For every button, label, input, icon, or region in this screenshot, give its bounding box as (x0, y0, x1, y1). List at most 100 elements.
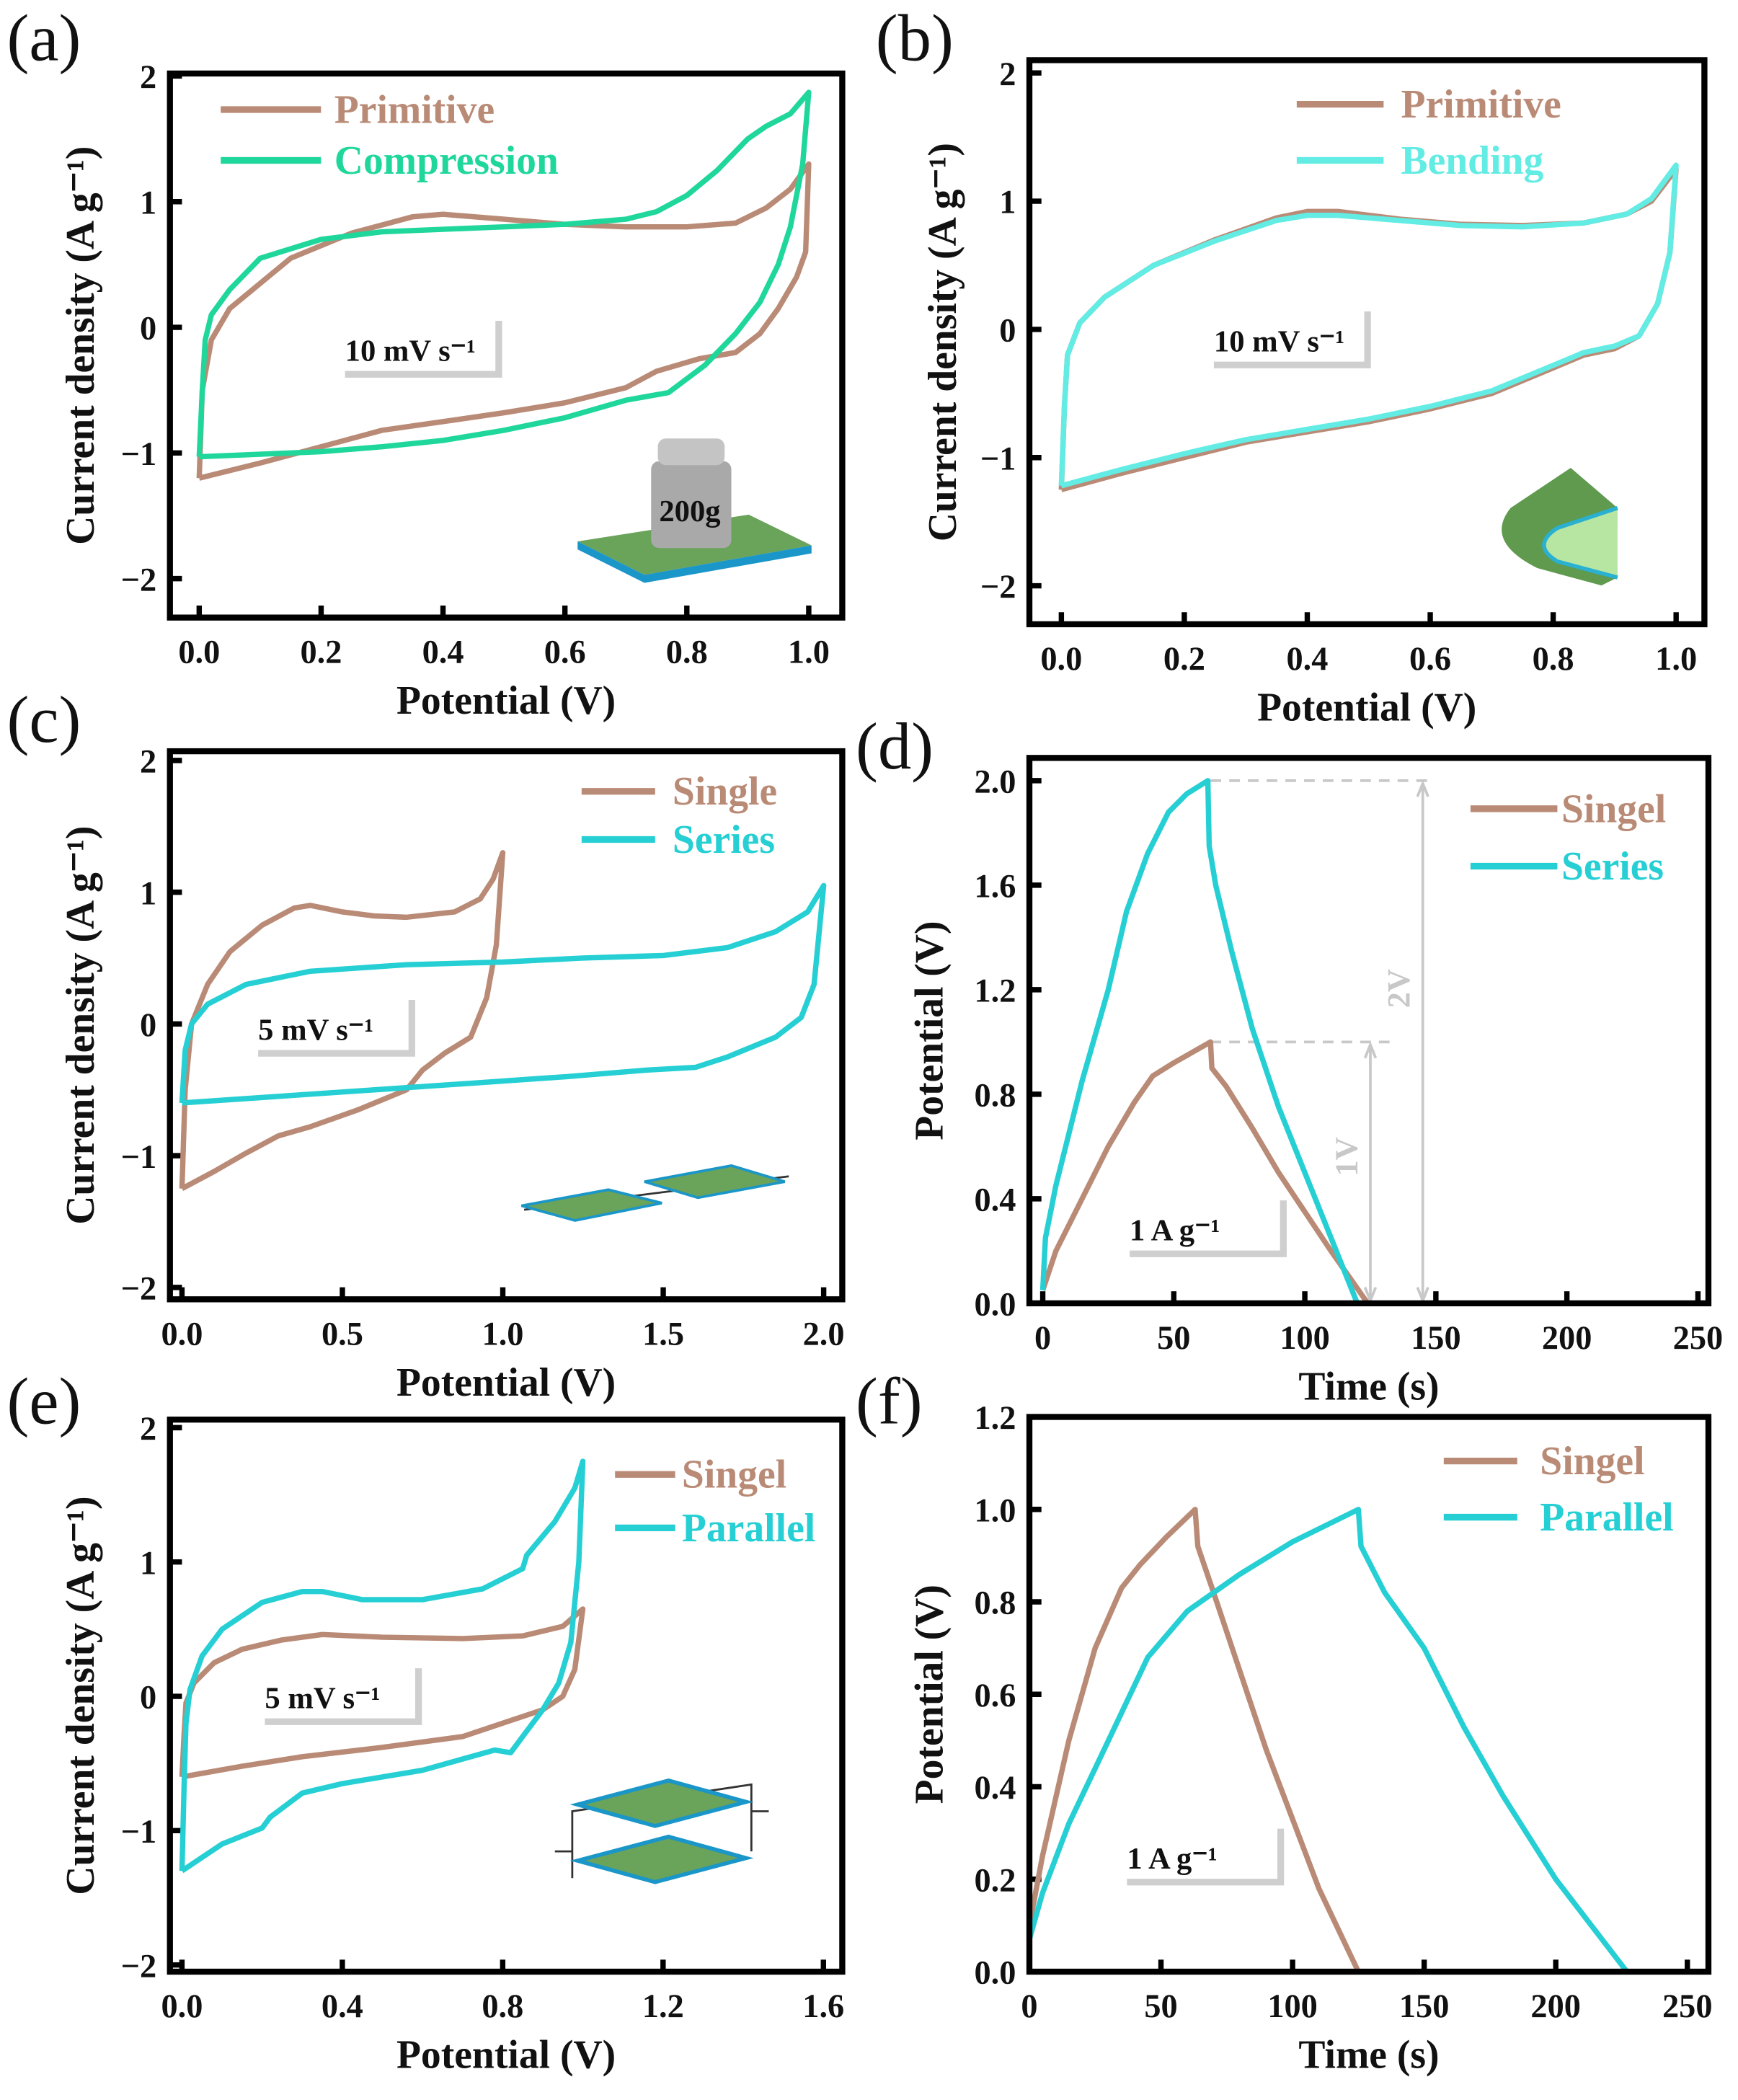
x-tick-label: 1.0 (788, 634, 830, 671)
voltage-label: 1V (1328, 1137, 1364, 1176)
x-tick-label: 50 (1144, 1988, 1177, 2025)
y-axis-title: Current density (A g⁻¹) (921, 143, 965, 541)
annotation-shadow (345, 321, 502, 378)
x-tick-label: 0.6 (544, 634, 586, 671)
panel-label: (c) (7, 683, 81, 757)
legend-label: Singel (1561, 787, 1666, 831)
x-tick-label: 150 (1399, 1988, 1450, 2025)
y-axis-title: Current density (A g⁻¹) (58, 146, 103, 545)
y-tick-label: 2 (999, 56, 1016, 93)
x-tick-label: 0.5 (322, 1316, 363, 1352)
x-tick-label: 50 (1157, 1320, 1190, 1357)
x-tick-label: 0.0 (161, 1988, 203, 2025)
weight-label: 200g (659, 495, 720, 528)
y-tick-label: 2 (140, 744, 156, 781)
x-tick-label: 0 (1021, 1988, 1037, 2025)
series-line-parallel (1029, 1507, 1629, 1972)
y-tick-label: 1.6 (975, 869, 1016, 905)
legend-label: Primitive (1401, 82, 1561, 127)
y-tick-label: 2.0 (975, 764, 1016, 801)
legend-label: Compression (334, 138, 559, 183)
device-bottom (569, 1834, 754, 1884)
plot-frame (167, 1417, 846, 1975)
panel-f: (f) 0 50 100 150 200 250 0.0 0.2 0.4 0.6 0.8 1.0 1.2 T… (856, 1365, 1713, 2078)
legend-label: Bending (1401, 138, 1543, 183)
bent-sheet-inner (1542, 505, 1618, 580)
annotation-shadow (258, 999, 415, 1057)
x-tick-label: 0.4 (1287, 641, 1329, 678)
y-tick-label: 1.0 (975, 1492, 1016, 1529)
x-tick-label: 0.4 (322, 1988, 363, 2025)
y-tick-label: 0.2 (975, 1862, 1016, 1899)
x-tick-label: 1.2 (642, 1988, 684, 2025)
x-tick-label: 0.2 (300, 634, 342, 671)
x-tick-label: 200 (1530, 1988, 1581, 2025)
legend-label: Parallel (1540, 1495, 1673, 1540)
x-tick-label: 250 (1673, 1320, 1724, 1357)
legend-label: Parallel (682, 1506, 815, 1551)
y-tick-label: 0.4 (975, 1770, 1016, 1807)
x-axis-title: Time (s) (1298, 1364, 1439, 1409)
y-tick-label: 1 (140, 185, 156, 221)
panel-b: (b) 0.0 0.2 0.4 0.6 0.8 1.0 −2 −1 0 1 2 Potential (V… (876, 1, 1708, 730)
x-tick-label: 0 (1034, 1320, 1051, 1357)
y-tick-label: −2 (121, 1271, 157, 1308)
x-tick-label: 200 (1542, 1320, 1592, 1357)
y-tick-label: 0 (999, 313, 1016, 350)
series-line-bending (1058, 162, 1679, 489)
device-top (569, 1778, 754, 1828)
legend-label: Series (1561, 844, 1664, 889)
x-tick-label: 0.0 (1040, 641, 1082, 678)
y-tick-label: −1 (121, 1814, 157, 1851)
series-line-series (1039, 778, 1360, 1303)
y-tick-label: 0.8 (975, 1585, 1016, 1622)
legend-label: Singel (1540, 1439, 1644, 1484)
y-tick-label: −1 (980, 440, 1016, 477)
y-axis-title: Potential (V) (907, 921, 952, 1140)
device-edge (577, 541, 812, 583)
legend-label: Series (673, 818, 775, 862)
panel-d: (d) 0 50 100 150 200 250 0.0 0.4 0.8 1.2 1.6 2.0 Time… (856, 709, 1723, 1409)
panel-label: (d) (856, 709, 934, 784)
y-tick-label: −1 (121, 436, 157, 473)
y-tick-label: 1 (999, 185, 1016, 221)
annotation-shadow (1130, 1200, 1287, 1257)
y-axis-title: Current density (A g⁻¹) (58, 1496, 103, 1895)
x-tick-label: 0.8 (482, 1988, 523, 2025)
weight-inset-icon: 200g (577, 438, 812, 583)
panel-label: (e) (7, 1365, 81, 1439)
scan-rate-label: 10 mV s⁻¹ (345, 335, 476, 368)
legend-label: Singel (682, 1453, 786, 1497)
panel-a: (a) 0.0 0.2 0.4 0.6 0.8 1.0 −2 −1 0 1 2 Potential (V… (7, 1, 846, 723)
legend-label: Primitive (334, 88, 495, 133)
legend-label: Single (673, 769, 777, 814)
y-tick-label: 0 (140, 1007, 156, 1044)
y-tick-label: 1 (140, 875, 156, 912)
annotation-shadow (1213, 311, 1371, 368)
plot-frame (167, 748, 846, 1303)
y-tick-label: −1 (121, 1139, 157, 1176)
series-devices-icon (520, 1164, 789, 1222)
weight-body (651, 461, 732, 549)
panel-label: (b) (876, 1, 954, 75)
y-tick-label: 0 (140, 311, 156, 347)
series-line-singel (1029, 1507, 1361, 1972)
x-axis-title: Potential (V) (1257, 685, 1476, 730)
plot-frame (1026, 1414, 1712, 1975)
x-axis-title: Potential (V) (396, 1360, 616, 1405)
y-tick-label: 0.0 (975, 1287, 1016, 1324)
device-1 (520, 1188, 662, 1222)
y-tick-label: 0.4 (975, 1182, 1016, 1219)
x-tick-label: 150 (1411, 1320, 1461, 1357)
panel-label: (a) (7, 1, 81, 75)
series-line-single (179, 850, 506, 1192)
x-tick-label: 1.0 (1655, 641, 1697, 678)
annotation-shadow (1127, 1828, 1285, 1886)
plot-frame (1026, 57, 1708, 628)
y-tick-label: 0.0 (975, 1955, 1016, 1992)
y-axis-title: Potential (V) (907, 1585, 952, 1804)
x-axis-title: Time (s) (1298, 2032, 1439, 2077)
x-tick-label: 100 (1267, 1988, 1318, 2025)
y-tick-label: 2 (140, 59, 156, 96)
